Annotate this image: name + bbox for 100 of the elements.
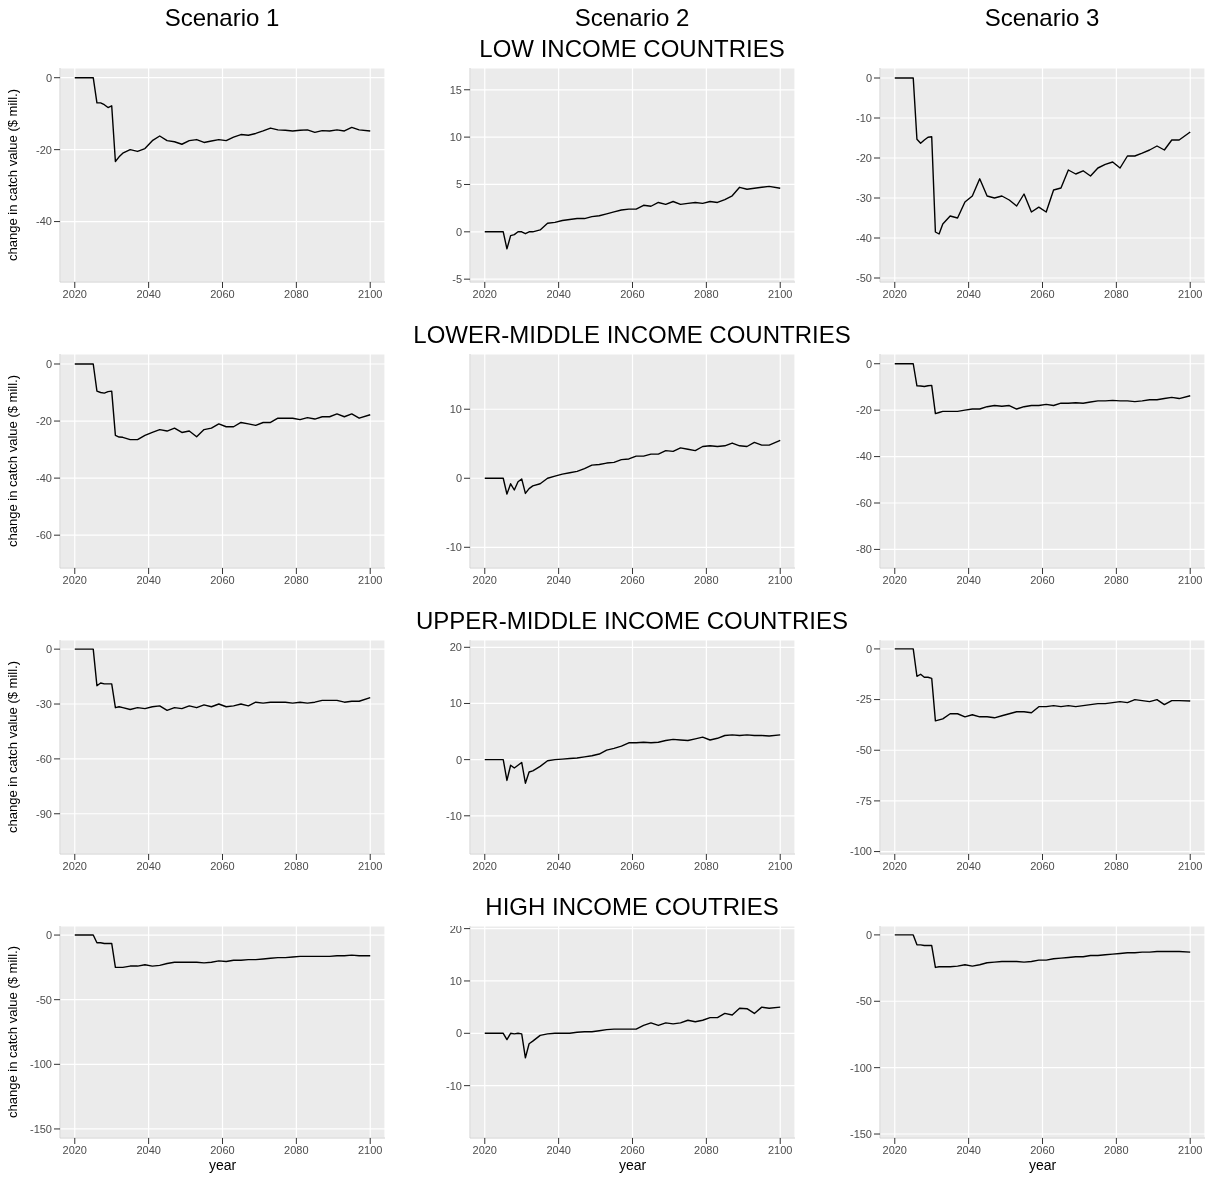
y-tick-label: -20 (36, 414, 52, 427)
x-axis-title: year (1028, 1157, 1057, 1173)
y-tick-label: 10 (449, 403, 462, 416)
y-tick-label: -50 (36, 993, 52, 1006)
y-tick-label: 0 (455, 753, 462, 766)
x-tick-label: 2060 (210, 287, 235, 300)
x-tick-label: 2100 (357, 573, 383, 586)
line-series (894, 934, 1191, 969)
line-series (894, 648, 1191, 722)
y-tick-label: -60 (856, 496, 872, 509)
y-axis-title: change in catch value ($ mill.) (4, 375, 20, 547)
line-series (74, 934, 371, 969)
y-tick-label: 0 (455, 1027, 462, 1040)
y-tick-label: 0 (455, 225, 462, 238)
y-tick-label: -20 (36, 143, 52, 156)
x-tick-label: 2060 (1030, 287, 1055, 300)
y-tick-label: -60 (36, 529, 52, 542)
chart-title: Scenario 1 (164, 4, 280, 31)
y-tick-label: -90 (36, 807, 52, 820)
x-tick-label: 2080 (694, 287, 719, 300)
x-tick-label: 2100 (1177, 1143, 1203, 1156)
x-tick-label: 2020 (472, 1143, 498, 1156)
y-tick-label: -75 (856, 794, 872, 807)
y-tick-label: -10 (446, 809, 462, 822)
y-tick-label: -5 (452, 273, 462, 286)
y-tick-label: 20 (449, 641, 462, 654)
y-tick-label: 0 (45, 643, 52, 656)
line-series (484, 439, 781, 495)
y-tick-label: 0 (865, 71, 872, 84)
x-tick-label: 2060 (620, 1143, 645, 1156)
y-tick-label: -100 (849, 1061, 872, 1074)
x-tick-label: 2100 (767, 573, 793, 586)
y-tick-label: -50 (856, 271, 872, 284)
x-tick-label: 2060 (210, 573, 235, 586)
x-tick-label: 2020 (472, 287, 498, 300)
x-tick-label: 2020 (62, 859, 88, 872)
y-tick-label: 15 (449, 83, 462, 96)
x-tick-label: 2040 (956, 859, 981, 872)
y-tick-label: -80 (856, 543, 872, 556)
y-tick-label: -100 (29, 1058, 52, 1071)
chart-title: UPPER-MIDDLE INCOME COUNTRIES (414, 607, 849, 635)
y-tick-label: 0 (455, 472, 462, 485)
chart-title: HIGH INCOME COUTRIES (484, 893, 780, 921)
x-tick-label: 2040 (546, 1143, 571, 1156)
x-tick-label: 2040 (546, 573, 571, 586)
line-series (894, 77, 1191, 235)
x-tick-label: 2020 (62, 1143, 88, 1156)
x-tick-label: 2020 (882, 573, 908, 586)
x-tick-label: 2080 (284, 1143, 309, 1156)
x-tick-label: 2100 (357, 859, 383, 872)
x-tick-label: 2080 (694, 859, 719, 872)
x-tick-label: 2040 (956, 573, 981, 586)
y-tick-label: -150 (849, 1127, 872, 1140)
x-tick-label: 2100 (357, 287, 383, 300)
x-tick-label: 2100 (767, 287, 793, 300)
x-tick-label: 2060 (1030, 859, 1055, 872)
y-tick-label: 0 (45, 357, 52, 370)
x-tick-label: 2020 (882, 859, 908, 872)
y-tick-label: -150 (29, 1122, 52, 1135)
x-tick-label: 2020 (472, 859, 498, 872)
x-axis-title: year (208, 1157, 237, 1173)
x-tick-label: 2080 (284, 859, 309, 872)
y-tick-label: -50 (856, 744, 872, 757)
x-tick-label: 2100 (1177, 287, 1203, 300)
x-axis-title: year (618, 1157, 647, 1173)
chart-title: LOWER-MIDDLE INCOME COUNTRIES (412, 321, 852, 349)
x-tick-label: 2080 (694, 1143, 719, 1156)
x-tick-label: 2080 (284, 287, 309, 300)
x-tick-label: 2060 (1030, 1143, 1055, 1156)
y-tick-label: 10 (449, 131, 462, 144)
chart-subtitle: LOW INCOME COUNTRIES (478, 35, 786, 63)
x-tick-label: 2020 (62, 573, 88, 586)
line-series (484, 185, 781, 250)
y-tick-label: -50 (856, 995, 872, 1008)
x-tick-label: 2020 (472, 573, 498, 586)
y-tick-label: -40 (856, 231, 872, 244)
line-series (894, 363, 1191, 415)
y-axis-title: change in catch value ($ mill.) (4, 89, 20, 261)
line-series (74, 363, 371, 441)
y-axis-title: change in catch value ($ mill.) (4, 661, 20, 833)
x-tick-label: 2080 (1104, 287, 1129, 300)
x-tick-label: 2020 (62, 287, 88, 300)
x-tick-label: 2040 (136, 287, 161, 300)
x-tick-label: 2060 (620, 573, 645, 586)
x-tick-label: 2100 (1177, 859, 1203, 872)
y-axis-title: change in catch value ($ mill.) (4, 946, 20, 1118)
x-tick-label: 2080 (1104, 573, 1129, 586)
line-series (74, 77, 371, 163)
x-tick-label: 2020 (882, 1143, 908, 1156)
y-tick-label: 0 (865, 642, 872, 655)
y-tick-label: -20 (856, 151, 872, 164)
y-tick-label: -40 (36, 472, 52, 485)
line-series (484, 1006, 781, 1059)
x-tick-label: 2060 (620, 287, 645, 300)
x-tick-label: 2020 (882, 287, 908, 300)
y-tick-label: 10 (449, 974, 462, 987)
y-tick-label: 5 (455, 178, 462, 191)
chart-title: Scenario 3 (984, 4, 1100, 31)
x-tick-label: 2040 (136, 1143, 161, 1156)
x-tick-label: 2060 (620, 859, 645, 872)
